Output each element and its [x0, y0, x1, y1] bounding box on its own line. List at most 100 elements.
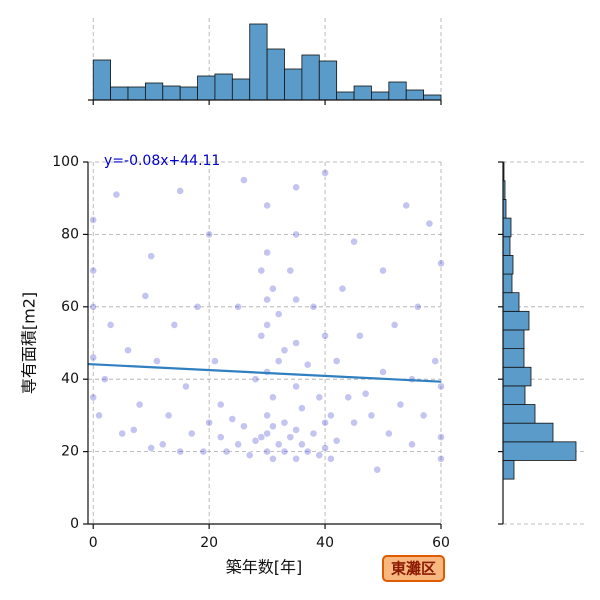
- histogram-bar: [144, 82, 164, 101]
- scatter-point: [263, 320, 272, 329]
- y-tick-label: 60: [61, 299, 79, 315]
- scatter-point: [257, 433, 266, 442]
- scatter-point: [379, 368, 387, 376]
- histogram-bar: [502, 273, 513, 294]
- scatter-point: [89, 302, 98, 311]
- scatter-point: [350, 418, 358, 427]
- histogram-bar: [284, 68, 303, 101]
- scatter-point: [147, 444, 156, 452]
- y-tick-label: 40: [61, 371, 79, 387]
- scatter-point: [355, 331, 364, 340]
- scatter-point: [89, 216, 98, 224]
- scatter-point: [158, 440, 167, 449]
- scatter-point: [292, 382, 300, 391]
- scatter-point: [408, 440, 416, 449]
- scatter-point: [129, 425, 138, 434]
- scatter-point: [297, 404, 306, 413]
- regression-label: y=-0.08x+44.11: [104, 153, 220, 169]
- badge-text: 東灘区: [391, 560, 436, 578]
- scatter-point: [135, 400, 144, 409]
- scatter-point: [211, 357, 219, 365]
- scatter-point: [303, 360, 312, 369]
- scatter-point: [95, 411, 103, 420]
- scatter-point: [274, 357, 283, 365]
- scatter-point: [100, 375, 109, 384]
- scatter-point: [263, 411, 272, 420]
- scatter-point: [419, 411, 428, 420]
- scatter-point: [309, 429, 318, 438]
- scatter-point: [390, 320, 399, 329]
- histogram-bar: [162, 85, 181, 101]
- y-tick-label: 100: [52, 154, 79, 170]
- scatter-point: [321, 444, 329, 452]
- scatter-point: [437, 433, 445, 442]
- badge: [382, 555, 445, 582]
- scatter-point: [269, 454, 277, 463]
- scatter-point: [228, 415, 237, 423]
- scatter-point: [309, 302, 318, 311]
- scatter-point: [164, 411, 173, 420]
- scatter-point: [263, 248, 272, 257]
- scatter-point: [234, 440, 243, 449]
- y-axis-label: 専有面積[m2]: [20, 292, 39, 394]
- scatter-point: [373, 465, 382, 474]
- regression-line: [87, 362, 442, 383]
- histogram-bar: [502, 292, 520, 312]
- y-tick-label: 0: [70, 516, 79, 532]
- scatter-point: [321, 331, 329, 340]
- scatter-point: [326, 411, 335, 420]
- scatter-point: [263, 201, 272, 210]
- scatter-point: [292, 425, 300, 434]
- histogram-bar: [266, 48, 285, 101]
- scatter-point: [187, 429, 196, 438]
- scatter-point: [170, 320, 179, 329]
- scatter-point: [263, 447, 272, 456]
- scatter-point: [240, 176, 248, 184]
- scatter-point: [286, 433, 295, 442]
- scatter-point: [274, 310, 283, 318]
- scatter-point: [321, 418, 329, 427]
- histogram-bar: [127, 86, 146, 101]
- scatter-point: [176, 187, 185, 195]
- histogram-bar: [388, 81, 407, 101]
- scatter-point: [263, 429, 272, 438]
- scatter-point: [367, 411, 376, 420]
- scatter-point: [216, 400, 225, 409]
- x-tick-label: 40: [316, 535, 334, 551]
- histogram-bar: [502, 217, 512, 238]
- scatter-point: [280, 418, 289, 427]
- scatter-point: [216, 433, 225, 442]
- scatter-point: [147, 252, 156, 261]
- scatter-point: [326, 454, 335, 463]
- x-axis-label: 築年数[年]: [226, 558, 303, 577]
- scatter-point: [437, 382, 445, 391]
- scatter-point: [292, 295, 300, 304]
- scatter-point: [292, 454, 300, 463]
- scatter-point: [89, 266, 98, 275]
- scatter-point: [269, 393, 277, 402]
- scatter-point: [274, 440, 283, 449]
- scatter-point: [361, 389, 370, 398]
- scatter-point: [205, 230, 214, 239]
- histogram-bar: [92, 59, 112, 101]
- histogram-bar: [301, 54, 320, 101]
- scatter-point: [280, 346, 289, 355]
- scatter-point: [384, 429, 393, 438]
- scatter-point: [193, 302, 202, 311]
- scatter-point: [106, 320, 115, 329]
- scatter-point: [89, 393, 98, 402]
- scatter-point: [182, 382, 190, 391]
- scatter-point: [303, 447, 312, 456]
- scatter-point: [251, 436, 260, 445]
- histogram-bar: [179, 86, 198, 101]
- scatter-point: [257, 266, 266, 275]
- x-tick-label: 60: [432, 535, 450, 551]
- scatter-point: [112, 190, 121, 199]
- scatter-point: [332, 436, 341, 445]
- scatter-point: [431, 357, 440, 365]
- scatter-point: [315, 451, 324, 460]
- histogram-bar: [405, 89, 425, 101]
- histogram-bar: [423, 94, 442, 101]
- scatter-point: [292, 339, 300, 347]
